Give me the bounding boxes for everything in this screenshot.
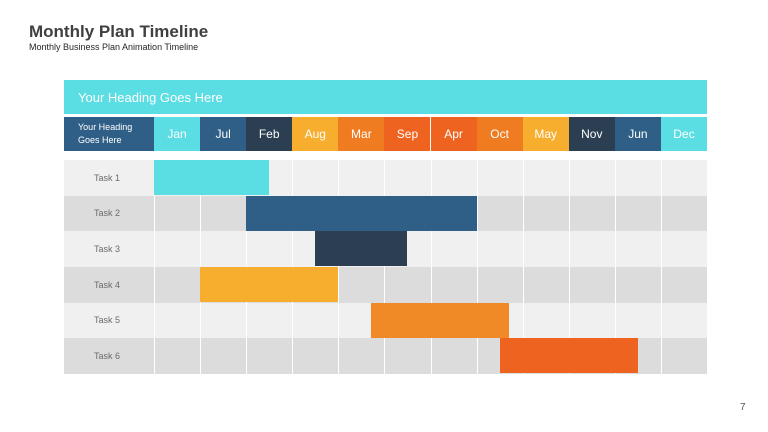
grid-cell bbox=[568, 302, 615, 339]
grid-cell bbox=[614, 160, 661, 196]
month-header-jun: Jun bbox=[614, 117, 661, 151]
grid-cell bbox=[522, 267, 569, 303]
grid-cell bbox=[568, 160, 615, 196]
grid-cell bbox=[660, 267, 707, 303]
grid-cell bbox=[384, 267, 430, 303]
grid-cell bbox=[246, 231, 292, 267]
task-bar bbox=[246, 195, 477, 231]
month-header-row: Your Heading Goes Here Jan Jul Feb Aug Mar Se… bbox=[64, 117, 707, 151]
timeline-heading: Your Heading Goes Here bbox=[78, 89, 223, 105]
task-bar bbox=[154, 160, 270, 195]
month-header-jan: Jan bbox=[154, 117, 201, 151]
grid-cell bbox=[154, 195, 200, 232]
grid-cell bbox=[660, 160, 707, 196]
grid-cell bbox=[292, 302, 338, 339]
grid-cell bbox=[568, 231, 615, 267]
month-header-sep: Sep bbox=[384, 117, 431, 151]
grid-cell bbox=[338, 160, 384, 196]
grid-cell bbox=[660, 195, 707, 232]
grid-cell bbox=[246, 338, 292, 374]
corner-heading-cell: Your Heading Goes Here bbox=[64, 117, 154, 151]
grid-cell bbox=[614, 195, 661, 232]
grid-cell bbox=[200, 195, 246, 232]
grid-cell bbox=[154, 338, 200, 374]
task-grid: Task 1 Task 2 Task 3 Task 4 Task 5 Task 6 bbox=[64, 160, 707, 374]
grid-cell bbox=[292, 231, 338, 267]
grid-cell bbox=[154, 267, 200, 303]
grid-cell bbox=[660, 231, 707, 267]
grid-cell bbox=[384, 338, 430, 374]
task-bar bbox=[200, 267, 339, 302]
grid-cell bbox=[614, 231, 661, 267]
grid-cell bbox=[384, 160, 430, 196]
grid-cell bbox=[430, 160, 477, 196]
grid-cell bbox=[660, 338, 707, 374]
timeline-heading-bar: Your Heading Goes Here bbox=[64, 80, 707, 114]
page-subtitle: Monthly Business Plan Animation Timeline bbox=[29, 42, 199, 52]
corner-heading-line2: Goes Here bbox=[78, 135, 122, 145]
task-row: Task 1 bbox=[64, 160, 707, 196]
grid-cell bbox=[338, 267, 384, 303]
task-row: Task 3 bbox=[64, 231, 707, 267]
grid-cell bbox=[200, 302, 246, 339]
grid-cell bbox=[614, 267, 661, 303]
grid-cell bbox=[522, 231, 569, 267]
task-label: Task 4 bbox=[94, 279, 121, 290]
grid-cell bbox=[476, 231, 523, 267]
grid-cell bbox=[154, 302, 200, 339]
grid-cell bbox=[338, 302, 384, 339]
grid-cell bbox=[476, 267, 523, 303]
grid-cell bbox=[200, 338, 246, 374]
grid-cell bbox=[200, 231, 246, 267]
grid-cell bbox=[476, 160, 523, 196]
page-number: 7 bbox=[740, 402, 746, 413]
grid-cell bbox=[522, 302, 569, 339]
corner-heading-line1: Your Heading bbox=[78, 122, 133, 132]
grid-cell bbox=[292, 160, 338, 196]
grid-cell bbox=[430, 267, 477, 303]
grid-cell bbox=[568, 267, 615, 303]
page-title: Monthly Plan Timeline bbox=[29, 22, 209, 41]
grid-cell bbox=[292, 338, 338, 374]
task-bar bbox=[370, 302, 509, 338]
task-label: Task 2 bbox=[94, 208, 121, 219]
month-header-oct: Oct bbox=[476, 117, 523, 151]
task-row: Task 5 bbox=[64, 302, 707, 339]
month-header-apr: Apr bbox=[430, 117, 477, 151]
month-header-nov: Nov bbox=[568, 117, 615, 151]
grid-cell bbox=[154, 231, 200, 267]
grid-cell bbox=[476, 338, 523, 374]
task-bar bbox=[499, 338, 638, 374]
grid-cell bbox=[614, 302, 661, 339]
task-label: Task 6 bbox=[94, 351, 121, 362]
month-header-may: May bbox=[522, 117, 569, 151]
task-label: Task 1 bbox=[94, 172, 121, 183]
grid-cell bbox=[522, 195, 569, 232]
grid-cell bbox=[246, 302, 292, 339]
month-header-feb: Feb bbox=[246, 117, 293, 151]
task-bar bbox=[315, 231, 408, 267]
month-header-aug: Aug bbox=[292, 117, 339, 151]
grid-cell bbox=[430, 231, 477, 267]
task-row: Task 2 bbox=[64, 195, 707, 232]
month-header-dec: Dec bbox=[660, 117, 707, 151]
grid-cell bbox=[338, 338, 384, 374]
month-header-jul: Jul bbox=[200, 117, 247, 151]
task-label: Task 3 bbox=[94, 244, 121, 255]
grid-cell bbox=[660, 302, 707, 339]
grid-cell bbox=[522, 160, 569, 196]
grid-cell bbox=[430, 338, 477, 374]
grid-cell bbox=[476, 195, 523, 232]
grid-cell bbox=[568, 195, 615, 232]
task-row: Task 4 bbox=[64, 267, 707, 303]
task-row: Task 6 bbox=[64, 338, 707, 374]
task-label: Task 5 bbox=[94, 315, 121, 326]
month-header-mar: Mar bbox=[338, 117, 385, 151]
